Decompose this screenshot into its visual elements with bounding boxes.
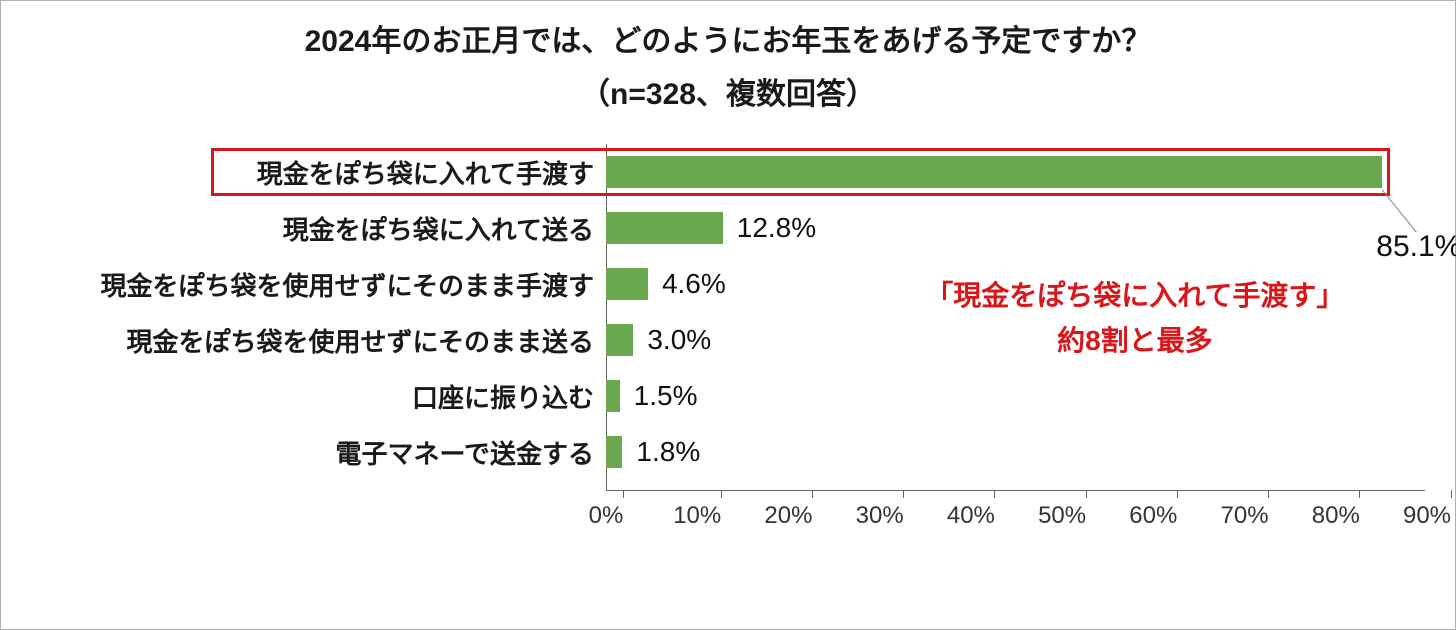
bar-zone [606,144,1425,200]
x-tick-label: 30% [856,502,904,530]
category-label: 現金をぽち袋を使用せずにそのまま送る [31,322,606,359]
category-label: 口座に振り込む [31,378,606,415]
x-tick-label: 90% [1403,502,1451,530]
annotation-line-1: 「現金をぽち袋に入れて手渡す」 [925,274,1344,319]
table-row: 電子マネーで送金する 1.8% [31,424,1425,480]
annotation-line-2: 約8割と最多 [925,319,1344,364]
bar-zone: 12.8% [606,200,1425,256]
bar-zone: 1.8% [606,424,1425,480]
x-tick-label: 10% [673,502,721,530]
x-tick-label: 60% [1129,502,1177,530]
x-tick-label: 50% [1038,502,1086,530]
value-label: 1.8% [636,436,700,468]
bar [606,380,620,412]
chart-title: 2024年のお正月では、どのようにお年玉をあげる予定ですか？ （n=328、複数… [31,19,1425,118]
x-tick: 70% [1245,490,1293,530]
bar-zone: 1.5% [606,368,1425,424]
x-tick: 0% [606,490,641,530]
primary-value-label: 85.1% [1376,230,1456,264]
value-label: 1.5% [634,380,698,412]
category-label: 現金をぽち袋に入れて手渡す [31,154,606,191]
x-tick-label: 80% [1312,502,1360,530]
bar [606,156,1382,188]
annotation-text: 「現金をぽち袋に入れて手渡す」 約8割と最多 [925,274,1344,364]
table-row: 現金をぽち袋に入れて送る 12.8% [31,200,1425,256]
table-row: 現金をぽち袋に入れて手渡す [31,144,1425,200]
x-tick: 10% [697,490,745,530]
table-row: 口座に振り込む 1.5% [31,368,1425,424]
x-tick-label: 40% [947,502,995,530]
x-tick: 90% [1427,490,1456,530]
chart-container: 2024年のお正月では、どのようにお年玉をあげる予定ですか？ （n=328、複数… [0,0,1456,630]
category-label: 電子マネーで送金する [31,434,606,471]
x-tick-label: 0% [589,502,624,530]
x-tick: 20% [788,490,836,530]
x-tick: 60% [1153,490,1201,530]
category-label: 現金をぽち袋に入れて送る [31,210,606,247]
x-tick: 40% [971,490,1019,530]
plot-area: 現金をぽち袋に入れて手渡す現金をぽち袋に入れて送る 12.8% 現金をぽち袋を使用せ… [31,144,1425,540]
value-label: 3.0% [647,324,711,356]
x-axis-ticks: 0%10%20%30%40%50%60%70%80%90% [606,490,1425,538]
bar [606,212,723,244]
bar [606,436,622,468]
x-tick: 50% [1062,490,1110,530]
bar [606,268,648,300]
x-tick-label: 70% [1221,502,1269,530]
value-label: 4.6% [662,268,726,300]
title-line-1: 2024年のお正月では、どのようにお年玉をあげる予定ですか？ [31,19,1425,66]
value-label: 12.8% [737,212,816,244]
x-tick: 30% [880,490,928,530]
bar [606,324,633,356]
x-tick-label: 20% [764,502,812,530]
x-tick: 80% [1336,490,1384,530]
category-label: 現金をぽち袋を使用せずにそのまま手渡す [31,266,606,303]
title-line-2: （n=328、複数回答） [31,72,1425,119]
